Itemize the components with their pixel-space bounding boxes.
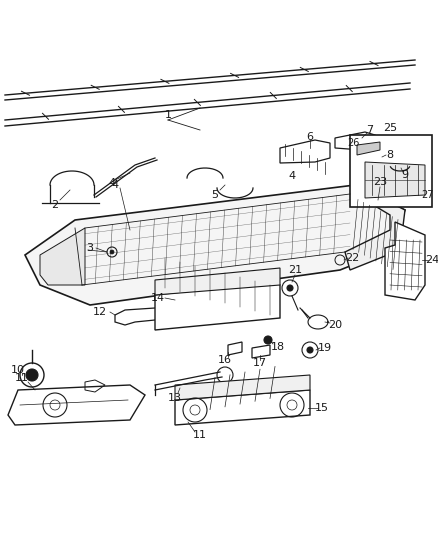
Text: 8: 8 xyxy=(386,150,394,160)
Circle shape xyxy=(287,285,293,291)
Polygon shape xyxy=(335,132,375,150)
Polygon shape xyxy=(345,185,405,270)
Text: 26: 26 xyxy=(347,138,359,148)
Text: 17: 17 xyxy=(253,358,267,368)
Polygon shape xyxy=(25,185,405,305)
Text: 18: 18 xyxy=(271,342,285,352)
Text: 11: 11 xyxy=(193,430,207,440)
Text: 5: 5 xyxy=(212,190,219,200)
Polygon shape xyxy=(385,222,425,300)
Text: 1: 1 xyxy=(165,110,172,120)
Text: 7: 7 xyxy=(367,125,374,135)
Polygon shape xyxy=(280,140,330,163)
Polygon shape xyxy=(40,228,85,285)
Text: 3: 3 xyxy=(86,243,93,253)
Text: 6: 6 xyxy=(307,132,314,142)
Circle shape xyxy=(26,369,38,381)
Text: 4: 4 xyxy=(109,178,116,188)
Text: 2: 2 xyxy=(51,200,59,210)
Polygon shape xyxy=(8,385,145,425)
Text: 9: 9 xyxy=(402,170,409,180)
Text: 4: 4 xyxy=(111,180,119,190)
Text: 10: 10 xyxy=(11,365,25,375)
Polygon shape xyxy=(365,162,425,198)
Circle shape xyxy=(374,154,382,162)
Text: 25: 25 xyxy=(383,123,397,133)
Text: 27: 27 xyxy=(422,190,434,200)
Text: 14: 14 xyxy=(151,293,165,303)
Circle shape xyxy=(307,347,313,353)
Text: 19: 19 xyxy=(318,343,332,353)
Polygon shape xyxy=(175,375,310,400)
Text: 16: 16 xyxy=(218,355,232,365)
Text: 4: 4 xyxy=(289,171,296,181)
Text: 21: 21 xyxy=(288,265,302,275)
Text: 23: 23 xyxy=(373,177,387,187)
Polygon shape xyxy=(155,282,280,330)
Text: 15: 15 xyxy=(315,403,329,413)
Text: 13: 13 xyxy=(168,393,182,403)
Text: 12: 12 xyxy=(93,307,107,317)
Text: 22: 22 xyxy=(345,253,359,263)
Text: 20: 20 xyxy=(328,320,342,330)
Polygon shape xyxy=(175,390,310,425)
Circle shape xyxy=(110,250,114,254)
Text: 11: 11 xyxy=(15,373,29,383)
Bar xyxy=(350,135,432,207)
Circle shape xyxy=(264,336,272,344)
Text: 24: 24 xyxy=(425,255,438,265)
Polygon shape xyxy=(155,268,280,295)
Polygon shape xyxy=(357,142,380,155)
